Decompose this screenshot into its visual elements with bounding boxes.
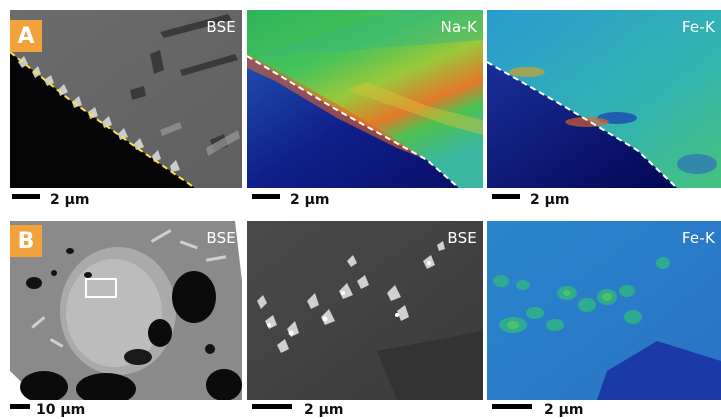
panel-b-bse-overview-label: BSE — [206, 229, 236, 247]
panel-a-bse-image: A BSE — [10, 10, 242, 188]
panel-b-bse-zoom-label: BSE — [447, 229, 477, 247]
scale-bar-line — [12, 194, 40, 199]
scale-bar-text: 2 µm — [304, 402, 344, 418]
scale-bar-text: 2 µm — [290, 192, 330, 208]
panel-b-fe-label: Fe-K — [681, 229, 715, 247]
scale-bar-line — [252, 404, 292, 409]
scale-bar-line — [492, 194, 520, 199]
scale-bar-text: 2 µm — [530, 192, 570, 208]
scale-bar-line — [492, 404, 532, 409]
scale-bar-line — [252, 194, 280, 199]
panel-a-fe-label: Fe-K — [681, 18, 715, 36]
scale-bar-text: 2 µm — [50, 192, 90, 208]
panel-b-badge: B — [10, 225, 42, 257]
zoom-region-box — [85, 278, 117, 298]
panel-a-badge: A — [10, 20, 42, 52]
panel-b-bse-zoom-image: BSE — [247, 221, 483, 400]
panel-a-na-label: Na-K — [440, 18, 477, 36]
panel-a-fe-map: Fe-K — [487, 10, 721, 188]
panel-b-fe-map: Fe-K — [487, 221, 721, 400]
scale-bar-text: 10 µm — [36, 402, 86, 418]
scale-bar-line — [10, 404, 30, 409]
panel-b-bse-overview-image: B BSE — [10, 221, 242, 400]
panel-a-na-map: Na-K — [247, 10, 483, 188]
scale-bar-text: 2 µm — [544, 402, 584, 418]
panel-a-bse-label: BSE — [206, 18, 236, 36]
